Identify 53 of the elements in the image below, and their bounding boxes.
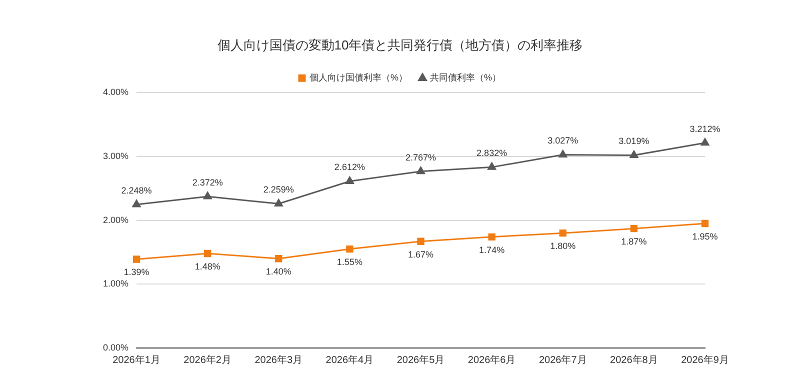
point xyxy=(346,245,354,253)
x-tick-label: 2026年8月 xyxy=(610,354,658,366)
data-label: 2.767% xyxy=(405,152,436,162)
x-tick-label: 2026年5月 xyxy=(396,354,445,366)
point xyxy=(416,166,425,174)
data-label: 2.248% xyxy=(121,185,152,196)
point xyxy=(488,162,496,170)
data-label: 1.67% xyxy=(408,249,434,260)
x-tick-label: 2026年9月 xyxy=(681,354,729,366)
point xyxy=(203,192,212,200)
data-label: 1.95% xyxy=(692,231,718,242)
x-tick-label: 2026年3月 xyxy=(254,354,303,366)
point xyxy=(275,255,282,262)
data-label: 1.80% xyxy=(550,241,576,252)
data-label: 2.372% xyxy=(192,178,223,188)
data-label: 2.832% xyxy=(476,148,508,158)
x-tick-label: 2026年4月 xyxy=(326,354,374,366)
y-tick-label: 1.00% xyxy=(102,278,129,289)
point xyxy=(345,176,354,184)
y-tick-label: 4.00% xyxy=(102,87,129,98)
point xyxy=(132,256,140,263)
x-tick-label: 2026年2月 xyxy=(184,354,232,366)
point xyxy=(488,233,496,240)
point xyxy=(558,150,568,158)
data-label: 2.612% xyxy=(334,162,365,172)
point xyxy=(132,200,141,208)
y-tick-label: 2.00% xyxy=(102,214,129,225)
data-label: 3.019% xyxy=(618,136,650,146)
y-tick-label: 3.00% xyxy=(102,150,129,161)
data-label: 3.027% xyxy=(548,136,578,146)
chart-title: 個人向け国債の変動10年債と共同発行債（地方債）の利率推移 xyxy=(217,37,583,52)
x-tick-label: 2026年1月 xyxy=(112,354,160,366)
point xyxy=(274,199,283,207)
data-label: 1.48% xyxy=(194,261,220,272)
x-tick-label: 2026年7月 xyxy=(538,354,587,366)
legend-label: 共同債利率（%） xyxy=(430,72,502,83)
legend-label: 個人向け国債利率（%） xyxy=(310,72,408,83)
point xyxy=(630,150,638,158)
data-label: 1.39% xyxy=(124,267,150,278)
data-label: 1.87% xyxy=(621,236,647,247)
point xyxy=(204,250,212,258)
data-label: 1.74% xyxy=(479,244,505,255)
point xyxy=(700,138,710,146)
data-label: 1.40% xyxy=(266,266,292,277)
data-label: 1.55% xyxy=(336,257,362,268)
data-label: 2.259% xyxy=(263,184,294,195)
point xyxy=(559,229,566,237)
x-tick-label: 2026年6月 xyxy=(468,354,516,366)
data-label: 3.212% xyxy=(690,124,720,134)
point xyxy=(417,238,424,245)
point xyxy=(630,225,638,232)
y-tick-label: 0.00% xyxy=(102,342,129,352)
point xyxy=(701,220,709,228)
